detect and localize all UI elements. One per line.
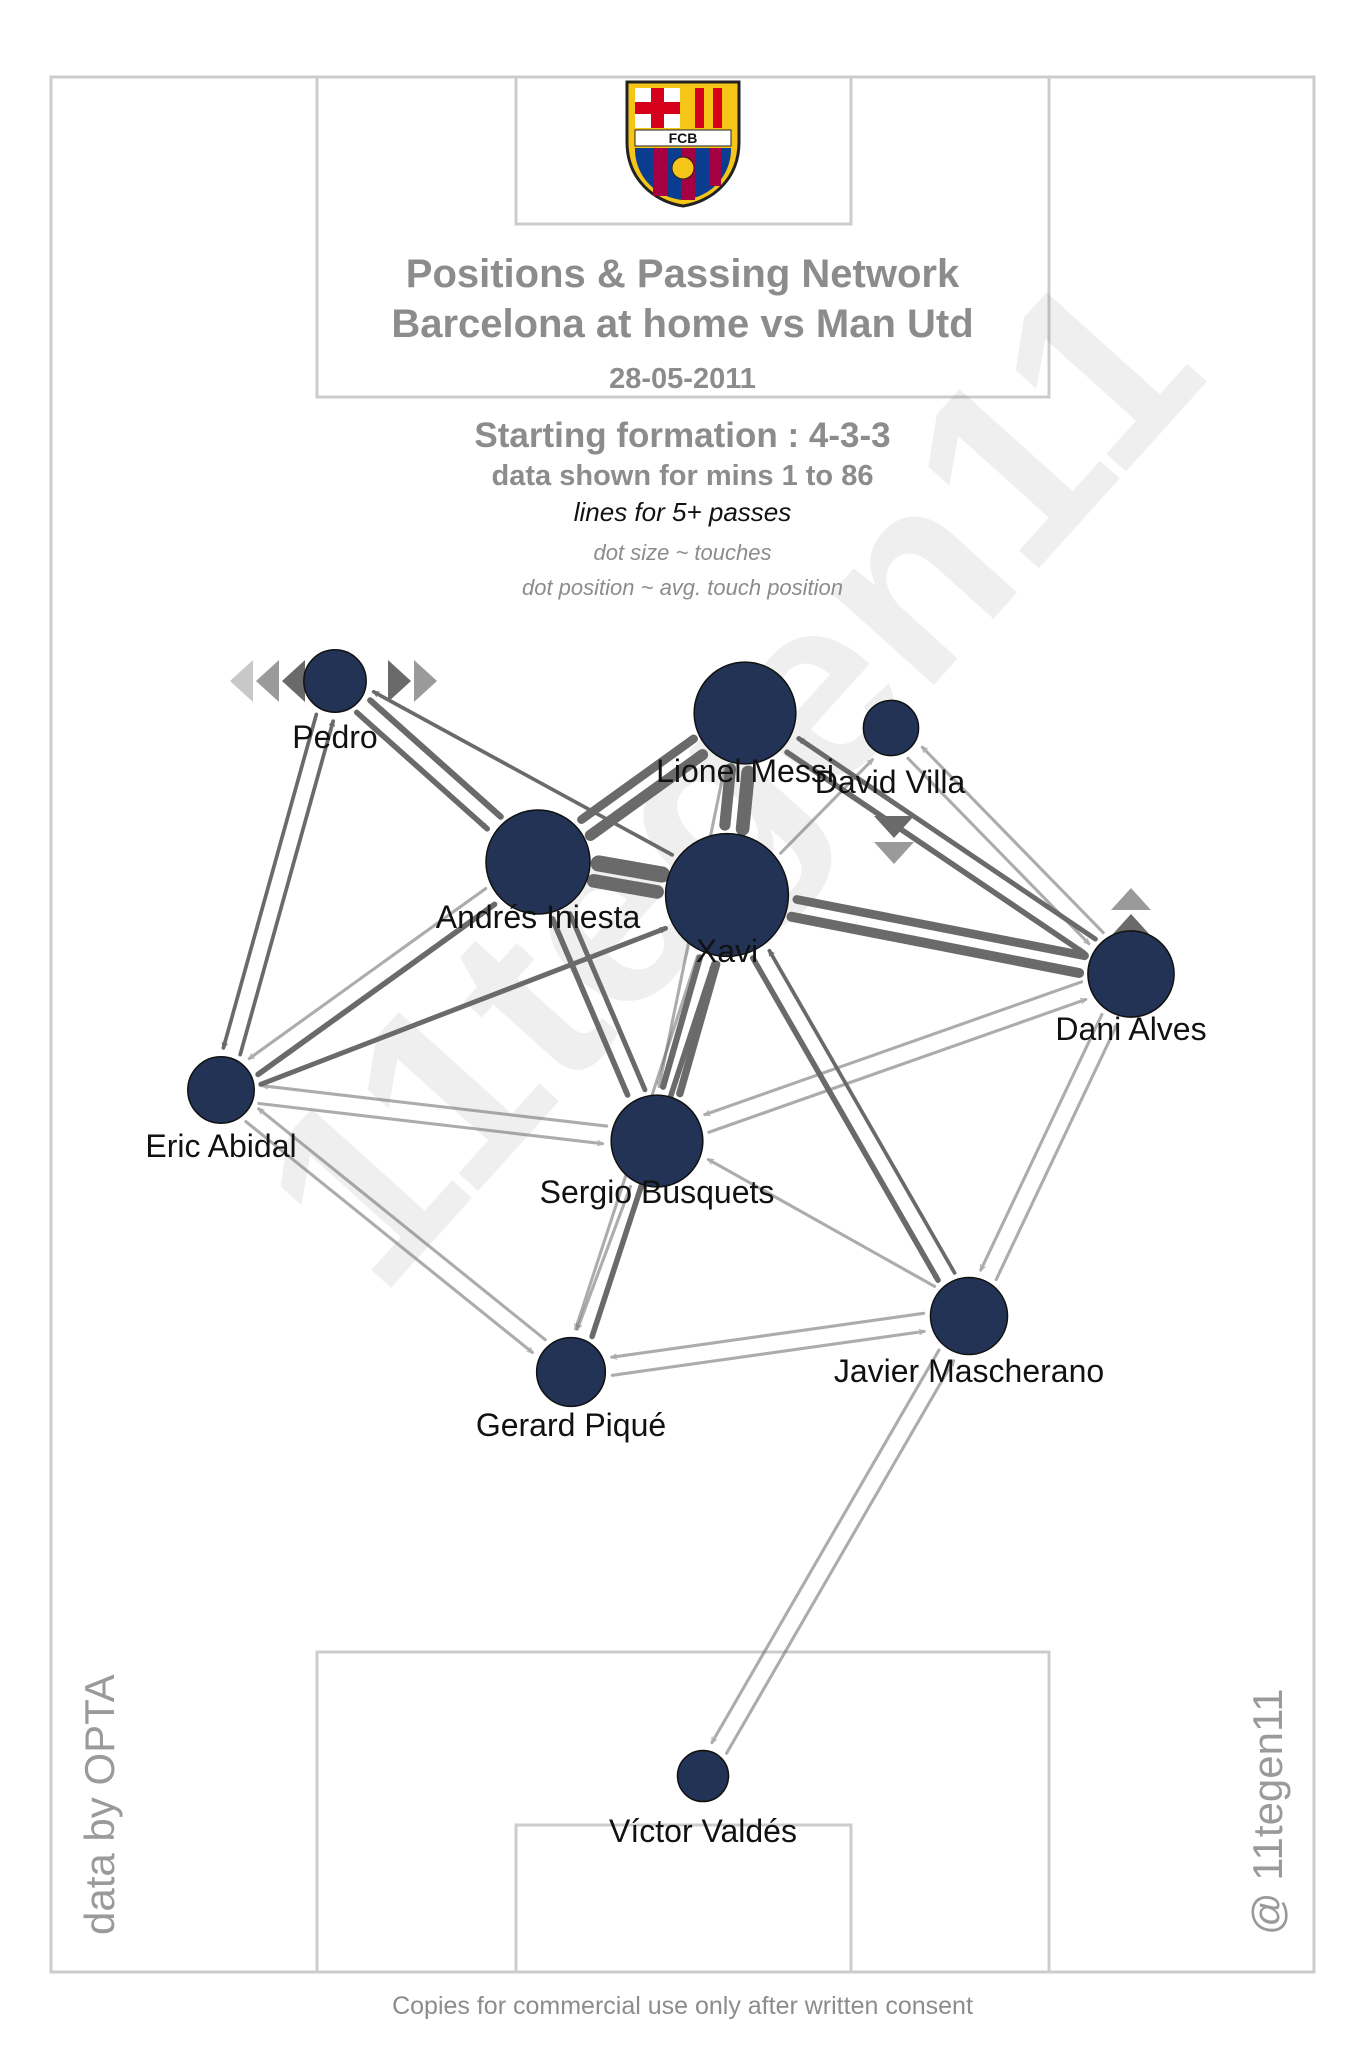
pass-line-busquets-to-pique	[575, 1184, 633, 1329]
pass-line-busquets-to-abidal	[261, 1086, 609, 1128]
pass-line-xavi-to-villa	[779, 758, 875, 855]
arrow-up-icon	[1111, 888, 1151, 910]
player-node-pique	[535, 1336, 607, 1408]
player-node-valdes	[676, 1749, 730, 1803]
title-line-2: Barcelona at home vs Man Utd	[391, 302, 974, 346]
dot-size-note: dot size ~ touches	[593, 540, 772, 565]
player-node-abidal	[187, 1056, 255, 1124]
player-node-xavi	[664, 832, 790, 958]
pass-line-mascherano-to-valdes	[710, 1348, 941, 1745]
match-date: 28-05-2011	[609, 363, 756, 395]
arrow-down-icon	[874, 842, 914, 864]
pass-line-abidal-to-xavi	[258, 925, 668, 1087]
credit-author: @ 11tegen11	[1244, 1688, 1291, 1935]
lines-note: lines for 5+ passes	[573, 497, 792, 527]
pass-line-abidal-to-iniesta	[255, 901, 498, 1078]
minutes-text: data shown for mins 1 to 86	[491, 460, 874, 492]
arrow-down-icon	[874, 816, 914, 838]
pass-line-abidal-to-pique	[244, 1120, 534, 1354]
pass-line-alves-to-villa	[920, 745, 1105, 935]
pass-line-busquets-to-alves	[707, 997, 1086, 1134]
fcb-crest-icon: FCB	[625, 80, 741, 208]
arrow-left-icon	[230, 660, 253, 702]
pass-line-iniesta-to-pedro	[367, 697, 504, 820]
pass-line-valdes-to-mascherano	[725, 1359, 956, 1755]
arrow-left-icon	[256, 660, 279, 702]
pass-line-messi-to-alves	[784, 749, 1087, 956]
pass-line-abidal-to-busquets	[257, 1101, 605, 1143]
crest-lettering: FCB	[669, 130, 698, 146]
title-line-1: Positions & Passing Network	[405, 252, 960, 296]
player-label-alves: Dani Alves	[1055, 1011, 1206, 1047]
pass-line-mascherano-to-pique	[610, 1311, 926, 1357]
player-node-mascherano	[929, 1276, 1009, 1356]
pass-line-villa-to-alves	[906, 756, 1091, 946]
arrow-right-icon	[414, 660, 437, 702]
pass-line-busquets-to-xavi	[676, 960, 721, 1098]
off-pitch-arrows	[230, 660, 1151, 936]
top-goal-area	[514, 77, 853, 226]
pass-line-busquets-to-iniesta	[567, 911, 648, 1093]
pass-line-xavi-to-iniesta	[590, 855, 671, 883]
player-label-pique: Gerard Piqué	[476, 1407, 666, 1443]
player-label-xavi: Xavi	[696, 933, 758, 969]
arrow-right-icon	[388, 660, 411, 702]
player-label-pedro: Pedro	[292, 719, 377, 755]
pass-line-messi-to-xavi	[719, 763, 737, 831]
player-label-messi: Lionel Messi	[656, 753, 834, 789]
pass-line-alves-to-messi	[796, 736, 1098, 942]
pass-line-mascherano-to-xavi	[767, 948, 957, 1275]
pass-line-xavi-to-alves	[786, 911, 1085, 978]
player-label-busquets: Sergio Busquets	[540, 1174, 775, 1210]
pass-line-alves-to-xavi	[792, 895, 1089, 961]
player-label-mascherano: Javier Mascherano	[834, 1353, 1104, 1389]
credit-opta: data by OPTA	[76, 1674, 123, 1935]
arrow-up-icon	[1111, 914, 1151, 936]
player-node-pedro	[303, 649, 367, 713]
pass-line-pedro-to-abidal	[223, 712, 319, 1050]
formation-text: Starting formation : 4-3-3	[474, 416, 891, 455]
top-penalty-area	[315, 77, 1051, 399]
player-label-valdes: Víctor Valdés	[609, 1813, 797, 1849]
footer-copyright: Copies for commercial use only after wri…	[392, 1992, 973, 2020]
player-node-villa	[862, 699, 920, 757]
bottom-goal-area	[514, 1823, 853, 1972]
pass-line-alves-to-busquets	[705, 980, 1084, 1117]
pass-line-pique-to-abidal	[257, 1107, 547, 1342]
dot-position-note: dot position ~ avg. touch position	[521, 575, 844, 600]
pass-line-xavi-to-pedro	[371, 690, 675, 857]
player-node-busquets	[610, 1094, 704, 1188]
player-label-abidal: Eric Abidal	[145, 1128, 296, 1164]
pass-line-messi-to-iniesta	[577, 734, 698, 824]
pass-line-mascherano-to-busquets	[706, 1157, 937, 1288]
arrow-left-icon	[282, 660, 305, 702]
player-node-iniesta	[485, 809, 591, 915]
player-nodes	[187, 649, 1175, 1803]
player-node-alves	[1087, 930, 1175, 1018]
pass-line-iniesta-to-xavi	[586, 874, 664, 899]
pass-line-pedro-to-iniesta	[353, 709, 491, 832]
player-label-villa: David Villa	[815, 764, 966, 800]
pass-line-xavi-to-mascherano	[749, 955, 941, 1283]
pass-line-xavi-to-busquets	[659, 954, 703, 1090]
pass-line-pique-to-mascherano	[610, 1331, 926, 1377]
pass-line-iniesta-to-abidal	[247, 887, 488, 1061]
pass-line-abidal-to-pedro	[238, 719, 333, 1057]
player-node-messi	[693, 661, 797, 765]
pass-line-xavi-to-messi	[735, 765, 755, 836]
pass-line-mascherano-to-alves	[994, 1022, 1119, 1282]
pass-line-iniesta-to-busquets	[549, 916, 631, 1098]
player-label-iniesta: Andrés Iniesta	[436, 899, 641, 935]
pass-line-alves-to-mascherano	[979, 1012, 1104, 1272]
pitch-outline	[49, 75, 1316, 1974]
bottom-penalty-area	[315, 1650, 1051, 1972]
